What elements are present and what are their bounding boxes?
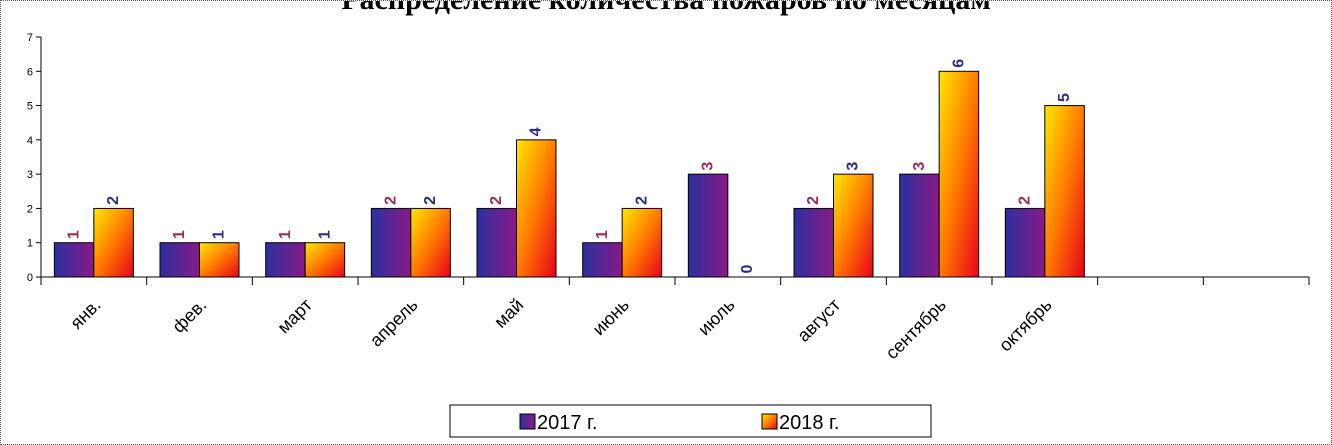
data-label: 3 [911, 162, 928, 171]
bar-2018 [516, 139, 557, 278]
data-label: 1 [316, 230, 333, 239]
legend-swatch-2017 [519, 413, 536, 430]
y-tick-label: 7 [27, 32, 33, 44]
legend-label-2018: 2018 г. [779, 412, 839, 434]
x-axis [40, 276, 1310, 285]
legend-swatch-2018 [761, 413, 778, 430]
x-tick-label: янв. [66, 295, 104, 333]
bar-2017 [159, 242, 200, 278]
x-tick-label: июль [694, 295, 739, 340]
x-tick-label: июнь [589, 295, 633, 339]
bar-2017 [265, 242, 306, 278]
data-labels: 1 1 1 2 2 1 3 2 3 2 2 1 1 2 4 2 0 3 6 5 [66, 59, 1074, 274]
data-label: 2 [1017, 196, 1034, 205]
y-tick-label: 1 [27, 238, 33, 250]
y-tick-label: 3 [27, 169, 33, 181]
data-label: 5 [1056, 93, 1073, 102]
bar-2017 [476, 207, 517, 278]
y-tick-label: 2 [27, 203, 33, 215]
bar-2017 [899, 173, 940, 278]
data-label: 0 [739, 264, 756, 273]
bar-2018 [1044, 105, 1085, 278]
bar-2018 [199, 242, 240, 278]
chart-title: Распределение количества пожаров по меся… [341, 1, 991, 16]
data-label: 2 [488, 196, 505, 205]
data-label: 1 [211, 230, 228, 239]
bar-2017 [53, 242, 95, 278]
y-tick-label: 5 [27, 101, 33, 113]
legend-label-2017: 2017 г. [537, 412, 597, 434]
x-tick-label: апрель [366, 295, 422, 351]
data-label: 1 [171, 230, 188, 239]
data-label: 4 [528, 127, 545, 136]
bar-2018 [304, 242, 346, 278]
category-labels: янв. фев. март апрель май июнь июль август сентя… [66, 295, 1055, 363]
y-tick-label: 0 [27, 272, 33, 284]
bars [53, 70, 1085, 278]
x-tick-label: август [793, 295, 844, 346]
bar-2018 [410, 207, 451, 278]
bar-2017 [1004, 207, 1046, 278]
bar-2017 [687, 173, 729, 278]
x-tick-label: фев. [168, 295, 210, 337]
bar-2018 [621, 207, 663, 278]
bar-2017 [370, 207, 412, 278]
bar-2018 [938, 70, 980, 278]
data-label: 2 [633, 196, 650, 205]
y-tick-label: 6 [27, 66, 33, 78]
data-label: 1 [277, 230, 294, 239]
data-label: 1 [594, 230, 611, 239]
data-label: 2 [383, 196, 400, 205]
bar-2017 [793, 207, 834, 278]
data-label: 2 [105, 196, 122, 205]
x-tick-label: октябрь [995, 295, 1056, 356]
y-axis: 0 1 2 3 4 5 6 7 [27, 32, 42, 284]
bar-2017 [582, 242, 623, 278]
data-label: 1 [66, 230, 83, 239]
data-label: 3 [845, 162, 862, 171]
data-label: 3 [700, 162, 717, 171]
data-label: 2 [805, 196, 822, 205]
y-tick-label: 4 [27, 135, 33, 147]
bar-2018 [833, 173, 874, 278]
x-tick-label: май [490, 295, 527, 332]
x-tick-label: март [273, 295, 316, 338]
data-label: 2 [422, 196, 439, 205]
bar-2018 [93, 207, 134, 278]
x-tick-label: сентябрь [882, 295, 950, 363]
data-label: 6 [950, 59, 967, 68]
legend: 2017 г. 2018 г. [449, 404, 932, 438]
